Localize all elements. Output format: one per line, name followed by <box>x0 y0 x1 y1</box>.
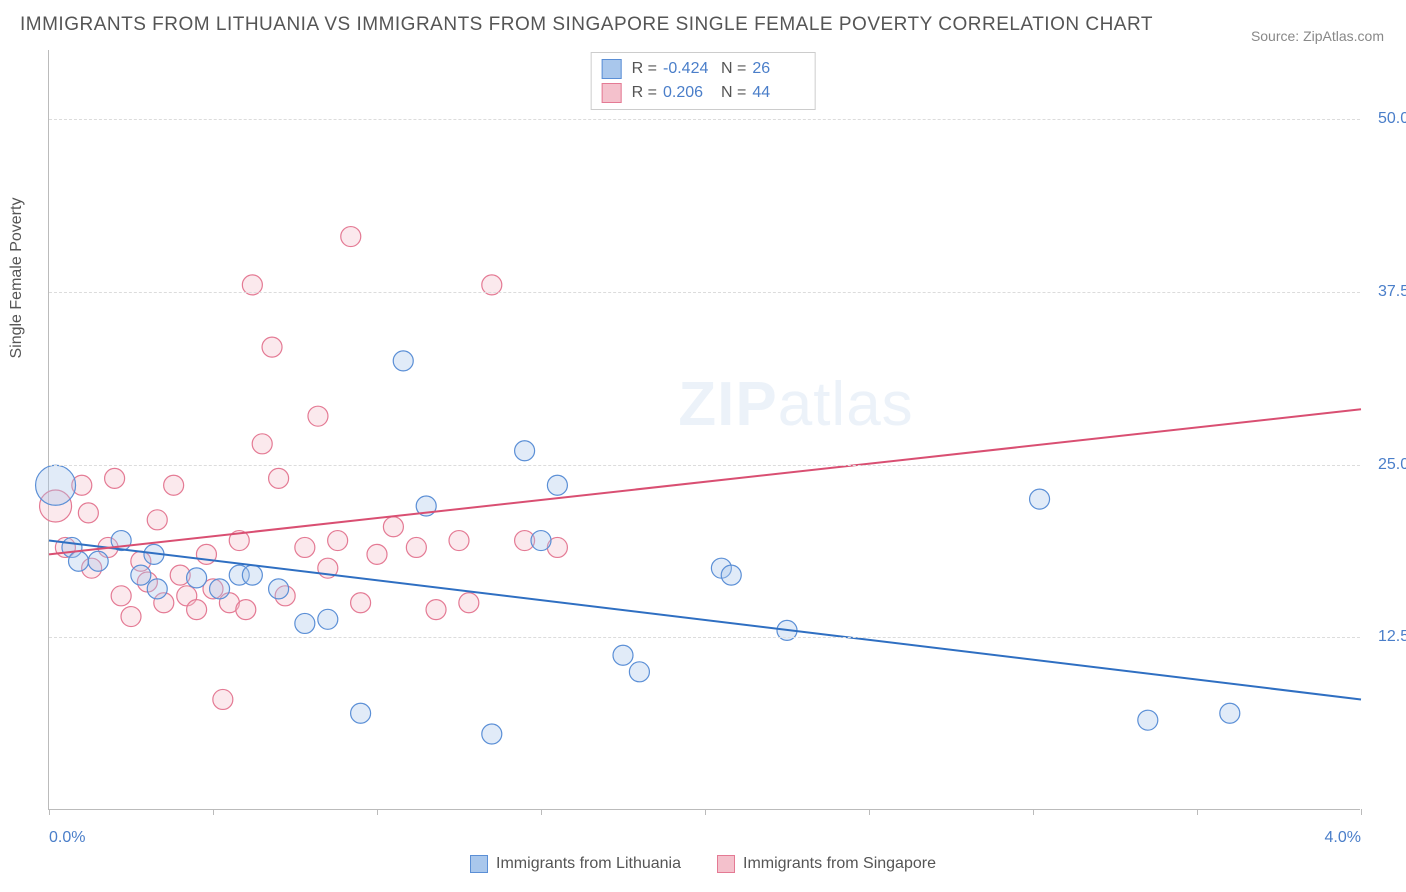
data-point <box>262 337 282 357</box>
r-label: R = <box>632 84 657 102</box>
data-point <box>210 579 230 599</box>
x-tick-label: 4.0% <box>1325 829 1361 847</box>
data-point <box>295 537 315 557</box>
data-point <box>78 503 98 523</box>
x-tick-label: 0.0% <box>49 829 85 847</box>
legend-label: Immigrants from Lithuania <box>496 855 681 873</box>
legend-swatch <box>717 855 735 873</box>
r-value-singapore: 0.206 <box>663 84 715 102</box>
x-tick-mark <box>869 809 870 815</box>
data-point <box>147 579 167 599</box>
data-point <box>121 607 141 627</box>
data-point <box>1220 703 1240 723</box>
chart-svg <box>49 50 1360 809</box>
data-point <box>547 475 567 495</box>
data-point <box>164 475 184 495</box>
data-point <box>449 531 469 551</box>
y-tick-label: 12.5% <box>1378 628 1406 646</box>
r-value-lithuania: -0.424 <box>663 60 715 78</box>
gridline-h <box>49 465 1360 466</box>
y-tick-label: 50.0% <box>1378 110 1406 128</box>
data-point <box>351 593 371 613</box>
data-point <box>252 434 272 454</box>
data-point <box>318 609 338 629</box>
data-point <box>269 579 289 599</box>
x-tick-mark <box>541 809 542 815</box>
r-label: R = <box>632 60 657 78</box>
data-point <box>531 531 551 551</box>
x-tick-mark <box>49 809 50 815</box>
data-point <box>406 537 426 557</box>
gridline-h <box>49 292 1360 293</box>
plot-area: Single Female Poverty ZIPatlas 12.5%25.0… <box>48 50 1360 810</box>
data-point <box>482 724 502 744</box>
data-point <box>613 645 633 665</box>
data-point <box>295 613 315 633</box>
series-legend: Immigrants from Lithuania Immigrants from… <box>0 855 1406 878</box>
gridline-h <box>49 119 1360 120</box>
gridline-h <box>49 637 1360 638</box>
data-point <box>393 351 413 371</box>
chart-title: IMMIGRANTS FROM LITHUANIA VS IMMIGRANTS … <box>20 14 1153 36</box>
data-point <box>629 662 649 682</box>
legend-item: Immigrants from Lithuania <box>470 855 681 873</box>
data-point <box>131 565 151 585</box>
n-value-lithuania: 26 <box>752 60 804 78</box>
data-point <box>341 227 361 247</box>
data-point <box>187 568 207 588</box>
legend-swatch-lithuania <box>602 59 622 79</box>
data-point <box>1138 710 1158 730</box>
data-point <box>105 468 125 488</box>
x-tick-mark <box>1361 809 1362 815</box>
data-point <box>426 600 446 620</box>
x-tick-mark <box>213 809 214 815</box>
legend-swatch-singapore <box>602 83 622 103</box>
legend-label: Immigrants from Singapore <box>743 855 936 873</box>
data-point <box>69 551 89 571</box>
y-tick-label: 37.5% <box>1378 283 1406 301</box>
data-point <box>269 468 289 488</box>
data-point <box>236 600 256 620</box>
regression-line <box>49 409 1361 554</box>
correlation-legend-row-2: R = 0.206 N = 44 <box>602 81 805 105</box>
data-point <box>308 406 328 426</box>
data-point <box>383 517 403 537</box>
x-tick-mark <box>1197 809 1198 815</box>
data-point <box>367 544 387 564</box>
data-point <box>328 531 348 551</box>
source-attribution: Source: ZipAtlas.com <box>1251 28 1384 44</box>
data-point <box>36 465 76 505</box>
legend-item: Immigrants from Singapore <box>717 855 936 873</box>
data-point <box>187 600 207 620</box>
x-tick-mark <box>1033 809 1034 815</box>
data-point <box>88 551 108 571</box>
y-tick-label: 25.0% <box>1378 456 1406 474</box>
data-point <box>515 441 535 461</box>
data-point <box>111 586 131 606</box>
legend-swatch <box>470 855 488 873</box>
n-label: N = <box>721 84 746 102</box>
data-point <box>351 703 371 723</box>
correlation-legend-row-1: R = -0.424 N = 26 <box>602 57 805 81</box>
data-point <box>459 593 479 613</box>
x-tick-mark <box>705 809 706 815</box>
n-value-singapore: 44 <box>752 84 804 102</box>
data-point <box>242 565 262 585</box>
data-point <box>1030 489 1050 509</box>
data-point <box>721 565 741 585</box>
data-point <box>147 510 167 530</box>
data-point <box>213 689 233 709</box>
n-label: N = <box>721 60 746 78</box>
y-axis-label: Single Female Poverty <box>8 197 26 358</box>
correlation-legend: R = -0.424 N = 26 R = 0.206 N = 44 <box>591 52 816 110</box>
x-tick-mark <box>377 809 378 815</box>
